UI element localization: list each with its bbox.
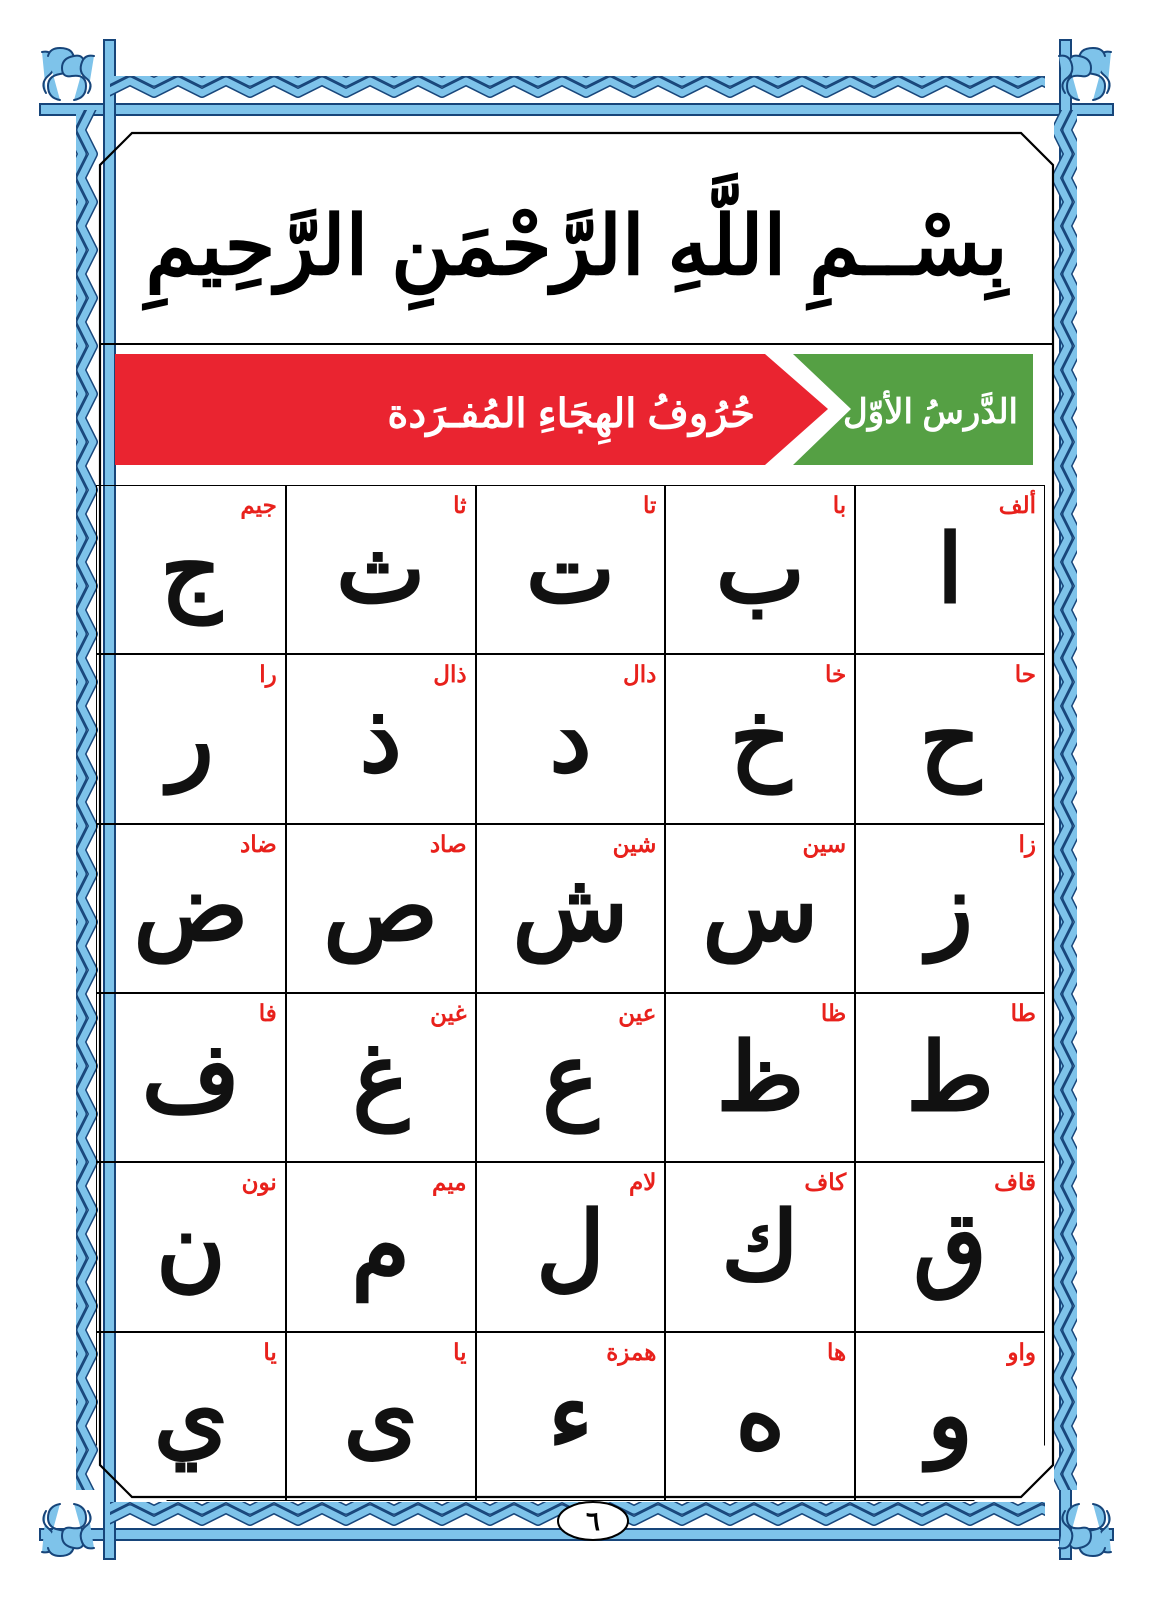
svg-text:الدَّرسُ الأوّل: الدَّرسُ الأوّل — [843, 390, 1018, 432]
